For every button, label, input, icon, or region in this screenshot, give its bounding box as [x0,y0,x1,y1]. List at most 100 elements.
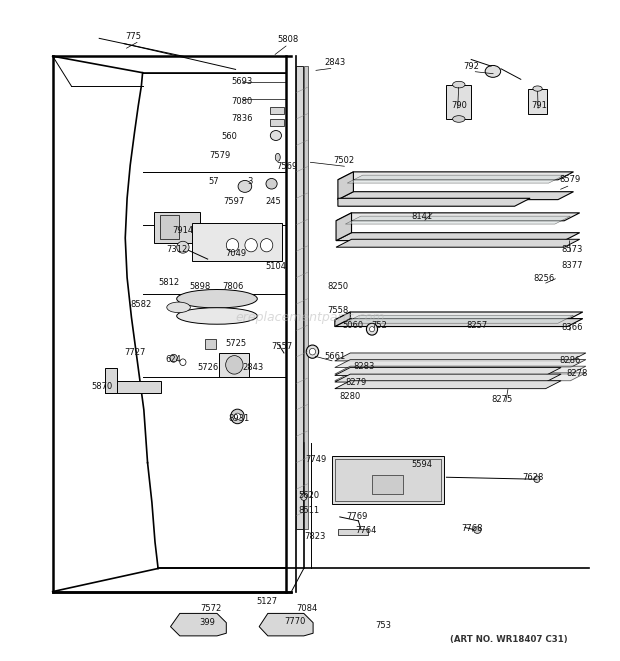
Bar [192,223,282,261]
Text: 790: 790 [451,101,467,110]
Text: 624: 624 [166,355,182,364]
Polygon shape [338,172,574,180]
Text: 5127: 5127 [256,597,277,606]
Ellipse shape [474,527,481,533]
Polygon shape [335,374,561,382]
Text: 8141: 8141 [411,212,432,221]
Text: 7806: 7806 [222,282,243,291]
Text: 7049: 7049 [225,249,246,258]
Text: 8280: 8280 [340,392,361,401]
Text: 5812: 5812 [159,278,180,288]
Text: 7572: 7572 [200,603,221,613]
Ellipse shape [270,131,281,141]
Bar [338,529,368,535]
Ellipse shape [177,290,257,308]
Text: 7084: 7084 [296,603,317,613]
Text: 7569: 7569 [277,162,298,171]
Bar [335,459,441,501]
Ellipse shape [238,180,252,192]
Polygon shape [335,360,586,368]
Circle shape [226,239,239,252]
Text: 8256: 8256 [534,274,555,284]
Text: 7749: 7749 [306,455,327,464]
Ellipse shape [370,327,374,332]
Polygon shape [335,366,586,374]
Text: 5594: 5594 [411,459,432,469]
Text: 3: 3 [247,177,252,186]
Bar [446,85,471,119]
Ellipse shape [167,302,190,313]
Text: 5726: 5726 [197,363,218,372]
Polygon shape [336,213,580,221]
Polygon shape [338,192,574,200]
Text: 8511: 8511 [298,506,319,515]
Text: 792: 792 [463,61,479,71]
Text: 7770: 7770 [284,617,305,626]
Polygon shape [335,312,583,320]
Text: 8278: 8278 [566,369,587,378]
Ellipse shape [226,356,243,374]
Bar [372,475,403,494]
Bar [154,212,200,243]
Ellipse shape [306,345,319,358]
Polygon shape [338,198,530,206]
Bar [270,107,284,114]
Ellipse shape [180,359,186,366]
Text: 7080: 7080 [231,97,252,106]
Polygon shape [347,175,564,183]
Text: 2843: 2843 [324,58,345,67]
Text: ereplacementparts.com: ereplacementparts.com [235,311,385,324]
Text: 753: 753 [375,621,391,631]
Text: 8582: 8582 [131,299,152,309]
Text: 8275: 8275 [492,395,513,404]
Polygon shape [335,381,561,389]
Text: 7502: 7502 [334,156,355,165]
Ellipse shape [366,323,378,335]
Text: 5725: 5725 [225,339,246,348]
Ellipse shape [453,81,465,88]
Ellipse shape [309,348,316,355]
Circle shape [260,239,273,252]
Ellipse shape [231,409,244,424]
Text: 5661: 5661 [324,352,345,361]
Text: 57: 57 [208,177,219,186]
Text: 7768: 7768 [462,524,483,533]
Text: 5620: 5620 [298,491,319,500]
Ellipse shape [170,354,177,362]
Bar [304,66,308,529]
Polygon shape [335,312,350,327]
Text: 560: 560 [221,132,237,141]
Bar [332,456,444,504]
Bar [270,119,284,126]
Polygon shape [335,353,586,361]
Text: 7557: 7557 [272,342,293,351]
Text: 791: 791 [531,101,547,110]
Polygon shape [335,319,583,327]
Bar [528,89,547,114]
Ellipse shape [485,65,501,77]
Text: 8573: 8573 [561,245,582,254]
Text: 7312: 7312 [166,245,187,254]
Text: 7558: 7558 [327,306,348,315]
Text: 7597: 7597 [224,197,245,206]
Ellipse shape [177,241,189,253]
Ellipse shape [234,413,241,420]
Text: 7914: 7914 [172,225,193,235]
Text: 399: 399 [200,618,216,627]
Text: 8286: 8286 [560,356,581,365]
Polygon shape [170,613,226,636]
Polygon shape [336,233,580,241]
Polygon shape [335,368,561,375]
Polygon shape [336,213,352,241]
Text: 7764: 7764 [355,526,376,535]
Bar [205,339,216,349]
Ellipse shape [177,307,257,324]
Text: 5693: 5693 [231,77,252,87]
Polygon shape [338,172,353,200]
Text: 8257: 8257 [467,321,488,330]
Circle shape [245,239,257,252]
Text: 752: 752 [371,321,388,330]
Text: 8377: 8377 [561,261,582,270]
Text: 7823: 7823 [304,532,326,541]
Text: 5898: 5898 [189,282,210,291]
